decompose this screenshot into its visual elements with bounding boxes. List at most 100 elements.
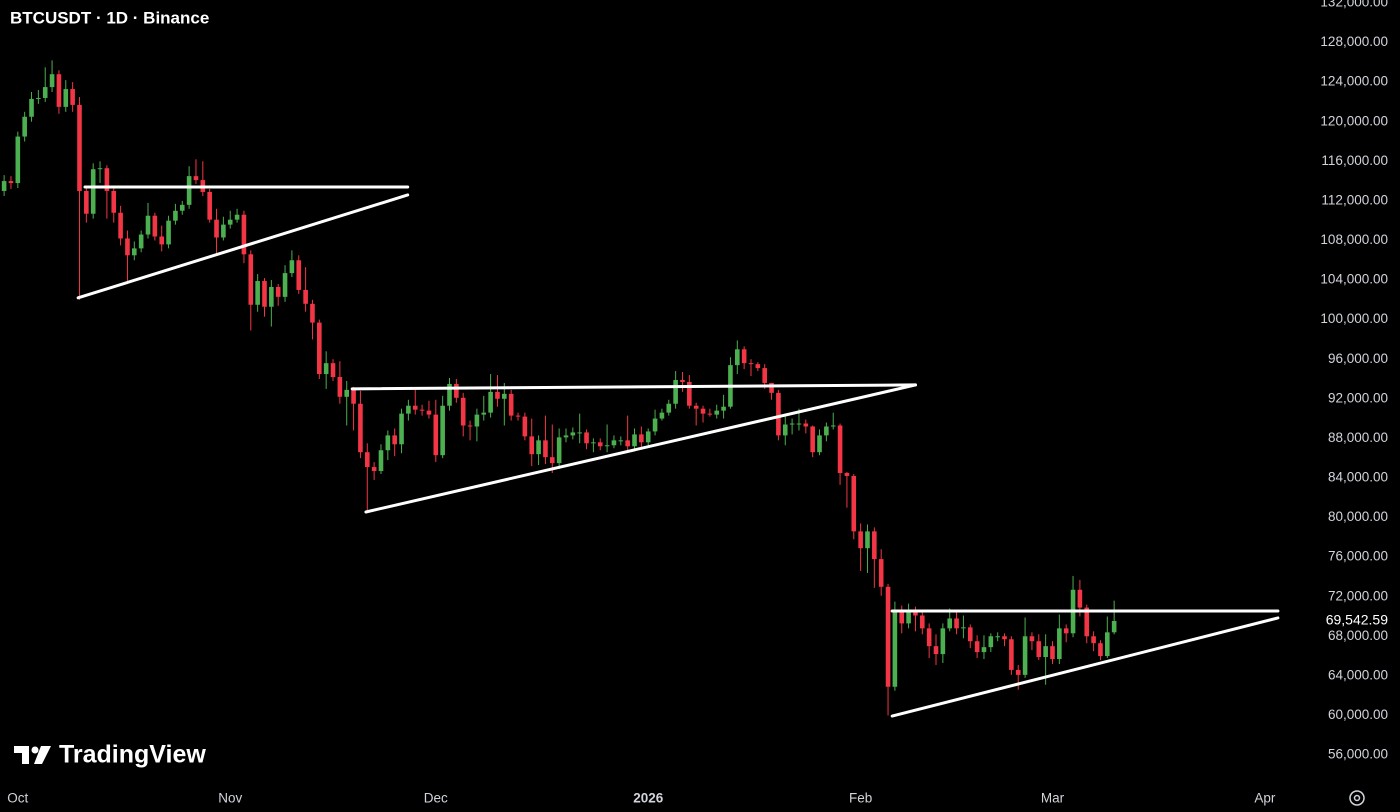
candle-body <box>1063 628 1069 634</box>
candle-body <box>1050 646 1055 660</box>
candle-body <box>179 204 185 211</box>
candle-body <box>632 434 637 447</box>
candle-body <box>42 87 48 98</box>
x-tick-label: Oct <box>7 791 28 806</box>
watermark: TradingView <box>14 741 206 769</box>
candle-body <box>330 363 336 378</box>
gear-center[interactable] <box>1353 794 1361 802</box>
candle-body <box>926 628 932 647</box>
candle-body <box>543 440 548 458</box>
candle-body <box>385 435 391 451</box>
candle-body <box>652 418 658 432</box>
candle-body <box>488 391 493 413</box>
candle-body <box>762 368 767 383</box>
candle-body <box>358 403 363 453</box>
candle-body <box>789 423 795 425</box>
candle-body <box>221 224 226 238</box>
candle-body <box>22 116 27 137</box>
candle-body <box>577 432 582 434</box>
candle-body <box>563 435 569 438</box>
x-tick-label: Mar <box>1041 791 1065 806</box>
candle-body <box>111 190 117 213</box>
candle-body <box>303 289 308 304</box>
x-tick-label: Dec <box>424 791 448 806</box>
candle-body <box>282 273 288 297</box>
x-tick-label: Feb <box>849 791 872 806</box>
candle-body <box>1043 646 1048 658</box>
candle-body <box>337 377 343 397</box>
candle-body <box>392 435 397 445</box>
candle-body <box>597 442 603 447</box>
y-tick-label: 72,000.00 <box>1328 588 1388 603</box>
candle-body <box>378 450 384 472</box>
candle-body <box>502 393 507 399</box>
candle-body <box>193 176 199 181</box>
y-tick-label: 60,000.00 <box>1328 707 1388 722</box>
candle-body <box>892 611 898 687</box>
candle-body <box>967 627 973 642</box>
candle-body <box>406 405 411 414</box>
candle-body <box>556 437 562 464</box>
y-tick-label: 132,000.00 <box>1320 0 1388 10</box>
y-tick-label: 112,000.00 <box>1321 192 1388 207</box>
candle-body <box>1098 643 1103 657</box>
candle-body <box>1111 621 1117 633</box>
candle-body <box>625 440 630 447</box>
candle-body <box>611 440 617 446</box>
candle-body <box>495 391 500 399</box>
candle-body <box>1057 628 1062 660</box>
candle-body <box>988 636 994 648</box>
trendline <box>76 193 410 300</box>
candle-body <box>125 238 130 256</box>
candle-body <box>214 219 219 238</box>
candle-body <box>364 452 370 468</box>
candle-body <box>207 191 212 220</box>
y-tick-label: 68,000.00 <box>1328 628 1388 643</box>
candle-body <box>454 383 459 398</box>
candle-body <box>70 89 75 105</box>
candle-body <box>734 349 740 366</box>
candle-body <box>1029 636 1035 642</box>
logo-slash <box>34 746 51 764</box>
candle-body <box>618 440 624 442</box>
candle-body <box>1009 639 1014 670</box>
y-tick-label: 104,000.00 <box>1320 272 1388 287</box>
candle-body <box>371 467 377 472</box>
candle-body <box>310 303 315 323</box>
candle-body <box>29 98 34 117</box>
last-price-box <box>1318 612 1396 631</box>
candle-body <box>1077 589 1083 608</box>
candle-body <box>152 215 158 237</box>
candle-body <box>508 393 514 416</box>
candle-body <box>145 215 151 235</box>
x-tick-label: 2026 <box>633 791 664 806</box>
y-tick-label: 128,000.00 <box>1320 34 1388 49</box>
candle-body <box>481 412 487 415</box>
candle-body <box>467 425 473 427</box>
candle-body <box>913 611 918 616</box>
candle-body <box>748 363 754 365</box>
y-tick-label: 96,000.00 <box>1328 351 1388 366</box>
y-tick-label: 76,000.00 <box>1328 549 1388 564</box>
trendline <box>350 383 917 391</box>
settings-icon[interactable] <box>1349 790 1365 806</box>
candle-body <box>227 219 233 225</box>
candle-body <box>680 379 685 382</box>
candle-body <box>536 440 541 455</box>
candle-body <box>289 260 295 274</box>
candle-body <box>296 260 302 290</box>
candle-body <box>1 181 7 191</box>
trendline <box>364 383 917 514</box>
candle-body <box>844 472 850 476</box>
candle-body <box>49 74 55 88</box>
candle-body <box>693 405 699 409</box>
candle-body <box>961 627 966 629</box>
candle-body <box>721 406 726 411</box>
candle-body <box>399 413 404 445</box>
gear[interactable] <box>1349 790 1365 806</box>
logo-mark <box>14 746 29 764</box>
candle-body <box>707 413 713 415</box>
candle-body <box>447 383 452 406</box>
